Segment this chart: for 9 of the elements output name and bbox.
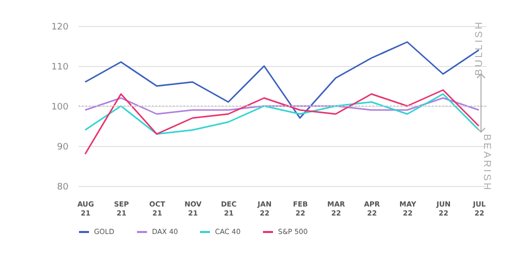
y-tick-label: 120	[51, 22, 69, 32]
y-tick-label: 100	[51, 102, 69, 112]
line-series	[84, 89, 480, 155]
y-tick-label: 90	[57, 142, 69, 152]
annotation: BEARISH	[481, 134, 492, 192]
line-series	[84, 97, 480, 115]
y-tick-label: 110	[51, 62, 69, 72]
annotation: BULLISH	[474, 20, 485, 76]
y-tick-label: 80	[57, 182, 69, 192]
